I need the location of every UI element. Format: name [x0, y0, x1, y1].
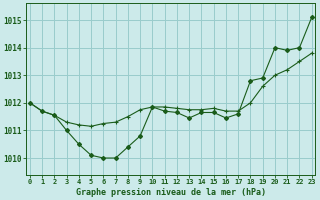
X-axis label: Graphe pression niveau de la mer (hPa): Graphe pression niveau de la mer (hPa): [76, 188, 266, 197]
